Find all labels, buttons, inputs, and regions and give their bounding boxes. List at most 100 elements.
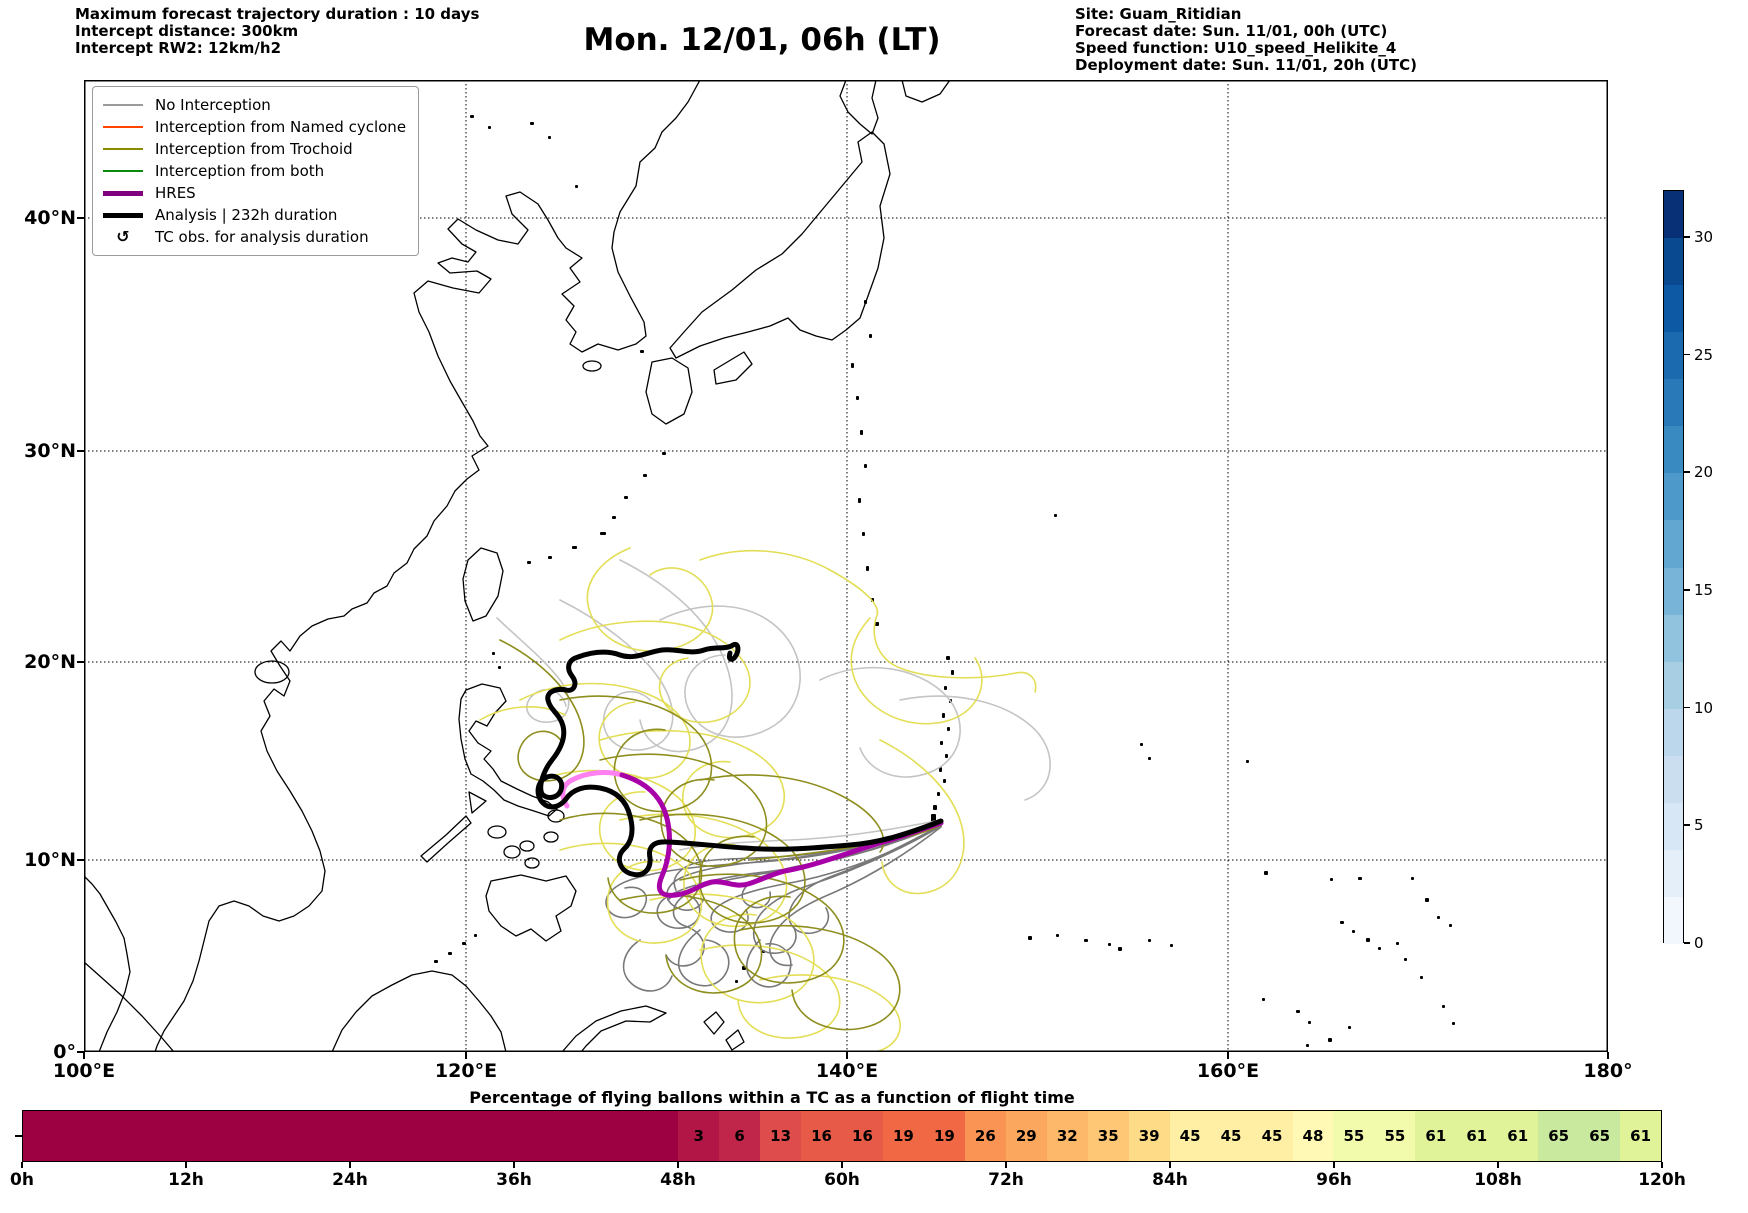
colorbar-band: [1664, 802, 1683, 850]
island-outline: [503, 845, 521, 859]
island-outline: [547, 809, 565, 823]
trajectory-path[interactable]: [699, 774, 885, 853]
islet-dot: [462, 942, 466, 945]
trajectory-path[interactable]: [699, 549, 1037, 693]
strip-segment: 26: [964, 1111, 1006, 1161]
coastline-path: [485, 874, 577, 942]
trajectory-path[interactable]: [599, 729, 786, 839]
trajectory-path[interactable]: [679, 873, 845, 984]
legend-item[interactable]: HRES: [103, 182, 406, 204]
coastlines: [83, 79, 951, 1053]
trajectory-path[interactable]: [619, 772, 944, 898]
trajectory-path[interactable]: [879, 739, 965, 895]
islet-dot: [946, 656, 950, 660]
trajectory-path[interactable]: [619, 813, 788, 928]
islet-dot: [864, 464, 867, 468]
colorbar-tick-label: 5: [1694, 816, 1704, 835]
lon-tickmark: [83, 1052, 85, 1059]
coastline-path: [645, 357, 693, 425]
coastline-path: [331, 970, 507, 1053]
coastline-path: [458, 683, 558, 817]
islet-dot: [1378, 947, 1381, 950]
trajectory-path[interactable]: [768, 826, 942, 967]
colorbar-band: [1664, 520, 1683, 568]
coastline-path: [462, 547, 504, 622]
islet-dot: [530, 122, 534, 125]
trajectory-path[interactable]: [788, 824, 942, 934]
legend-box[interactable]: No Interception Interception from Named c…: [92, 86, 420, 256]
trajectory-path[interactable]: [677, 929, 730, 987]
trajectory-path[interactable]: [559, 695, 713, 813]
trajectory-path[interactable]: [739, 925, 901, 1031]
colorbar-tickmark: [1684, 471, 1690, 473]
lon-tickmark: [1607, 1052, 1609, 1059]
strip-segment: 45: [1210, 1111, 1252, 1161]
colorbar-band: [1664, 708, 1683, 756]
islet-dot: [1170, 944, 1173, 947]
strip-segment: 61: [1456, 1111, 1498, 1161]
tc-obs-icon: ↺: [116, 227, 130, 246]
strip-segment: 29: [1005, 1111, 1047, 1161]
strip-segment: 61: [1620, 1111, 1662, 1161]
strip-segment: 55: [1333, 1111, 1375, 1161]
islet-dot: [1352, 930, 1355, 933]
islet-dot: [866, 566, 869, 571]
trajectory-path[interactable]: [535, 641, 944, 878]
strip-left-tick: [15, 1135, 22, 1137]
colorbar-tick-label: 10: [1694, 698, 1714, 717]
islet-dot: [1148, 939, 1151, 942]
island-outline: [582, 360, 602, 372]
trajectory-path[interactable]: [559, 812, 703, 914]
legend-line-sample: [103, 212, 143, 218]
trajectory-path[interactable]: [899, 695, 1051, 801]
strip-tick-label: 0h: [10, 1170, 34, 1190]
page-title: Mon. 12/01, 06h (LT): [583, 22, 941, 58]
trajectory-path[interactable]: [559, 842, 703, 944]
legend-item-label: TC obs. for analysis duration: [155, 228, 369, 246]
islet-dot: [944, 686, 947, 690]
forecast-params-text: Maximum forecast trajectory duration : 1…: [75, 5, 480, 57]
strip-segment: 61: [1415, 1111, 1457, 1161]
coastline-path: [420, 815, 472, 863]
legend-item[interactable]: No Interception: [103, 94, 406, 116]
trajectory-path[interactable]: [850, 617, 983, 725]
legend-item[interactable]: ↺ TC obs. for analysis duration: [103, 226, 406, 248]
trajectory-path[interactable]: [819, 666, 961, 778]
trajectory-path[interactable]: [659, 605, 801, 738]
islet-dot: [735, 980, 738, 983]
strip-segment: 32: [1046, 1111, 1088, 1161]
islet-dot: [1108, 943, 1111, 946]
trajectory-path[interactable]: [746, 939, 792, 988]
legend-line-sample: [103, 148, 143, 150]
islet-dot: [612, 516, 616, 519]
lat-tickmark: [77, 217, 84, 219]
legend-item-label: Interception from Trochoid: [155, 140, 353, 158]
lat-tick-label: 20°N: [24, 651, 76, 673]
trajectory-path[interactable]: [759, 974, 901, 1053]
trajectory-path[interactable]: [649, 893, 815, 1004]
legend-item[interactable]: Interception from Trochoid: [103, 138, 406, 160]
islet-dot: [1148, 757, 1151, 760]
lat-tick-label: 10°N: [24, 849, 76, 871]
legend-item[interactable]: Interception from Named cyclone: [103, 116, 406, 138]
colorbar-band: [1664, 191, 1683, 239]
trajectory-path[interactable]: [560, 770, 625, 809]
trajectory-path[interactable]: [559, 620, 751, 724]
legend-item[interactable]: Interception from both: [103, 160, 406, 182]
balloon-strip-title: Percentage of flying ballons within a TC…: [469, 1088, 1075, 1107]
trajectory-path[interactable]: [622, 939, 673, 992]
islet-dot: [1262, 998, 1265, 1001]
strip-tickmark: [841, 1162, 843, 1168]
lat-tickmark: [77, 1051, 84, 1053]
colorbar-band: [1664, 849, 1683, 897]
lat-tickmark: [77, 450, 84, 452]
islet-dot: [624, 496, 628, 499]
islet-dot: [498, 666, 501, 669]
strip-segment: 16: [801, 1111, 843, 1161]
colorbar-band: [1664, 567, 1683, 615]
trajectory-path[interactable]: [619, 559, 733, 753]
legend-item[interactable]: Analysis | 232h duration: [103, 204, 406, 226]
trajectory-path[interactable]: [605, 823, 942, 919]
strip-tickmark: [1005, 1162, 1007, 1168]
islet-dot: [945, 754, 948, 758]
